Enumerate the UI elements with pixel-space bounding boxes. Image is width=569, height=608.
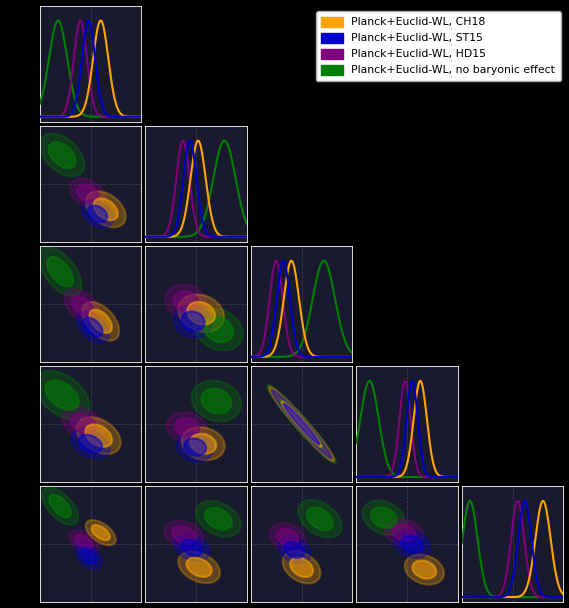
Ellipse shape	[174, 291, 199, 313]
Ellipse shape	[371, 507, 397, 528]
Ellipse shape	[272, 390, 331, 458]
Ellipse shape	[278, 537, 311, 563]
Ellipse shape	[75, 534, 92, 549]
Ellipse shape	[39, 247, 81, 296]
Ellipse shape	[175, 418, 199, 437]
Ellipse shape	[71, 414, 96, 434]
Ellipse shape	[35, 371, 90, 420]
Ellipse shape	[362, 500, 405, 535]
Ellipse shape	[92, 525, 110, 541]
Ellipse shape	[177, 433, 213, 461]
Ellipse shape	[82, 302, 119, 340]
Ellipse shape	[187, 558, 212, 577]
Ellipse shape	[164, 521, 204, 549]
Ellipse shape	[267, 385, 336, 463]
Ellipse shape	[49, 495, 71, 517]
Ellipse shape	[192, 381, 241, 421]
Ellipse shape	[190, 434, 216, 454]
Ellipse shape	[172, 527, 196, 544]
Ellipse shape	[205, 508, 232, 530]
Ellipse shape	[283, 551, 320, 584]
Ellipse shape	[63, 407, 104, 441]
Ellipse shape	[204, 317, 233, 342]
Ellipse shape	[85, 424, 112, 447]
Ellipse shape	[393, 524, 415, 541]
Ellipse shape	[64, 290, 101, 323]
Ellipse shape	[182, 427, 225, 460]
Ellipse shape	[174, 534, 210, 561]
Ellipse shape	[290, 558, 313, 577]
Ellipse shape	[283, 404, 320, 444]
Ellipse shape	[178, 551, 220, 583]
Ellipse shape	[71, 429, 110, 458]
Ellipse shape	[385, 519, 423, 547]
Ellipse shape	[271, 389, 332, 460]
Ellipse shape	[88, 206, 108, 223]
Ellipse shape	[307, 507, 333, 530]
Ellipse shape	[194, 308, 243, 350]
Ellipse shape	[40, 133, 84, 177]
Ellipse shape	[178, 294, 224, 332]
Ellipse shape	[76, 311, 109, 343]
Ellipse shape	[167, 412, 207, 443]
Ellipse shape	[187, 302, 215, 325]
Ellipse shape	[401, 536, 423, 553]
Ellipse shape	[94, 198, 118, 220]
Ellipse shape	[83, 317, 102, 337]
Ellipse shape	[80, 548, 97, 564]
Ellipse shape	[270, 523, 305, 551]
Ellipse shape	[201, 389, 232, 413]
Ellipse shape	[46, 381, 79, 410]
Ellipse shape	[75, 543, 102, 569]
Ellipse shape	[70, 179, 105, 208]
Ellipse shape	[42, 488, 78, 525]
Ellipse shape	[79, 435, 102, 453]
Ellipse shape	[182, 311, 205, 331]
Ellipse shape	[282, 401, 321, 447]
Ellipse shape	[77, 184, 98, 202]
Ellipse shape	[283, 402, 320, 446]
Ellipse shape	[413, 561, 436, 579]
Ellipse shape	[85, 520, 116, 545]
Ellipse shape	[394, 530, 430, 558]
Ellipse shape	[181, 539, 203, 556]
Ellipse shape	[277, 528, 298, 546]
Ellipse shape	[174, 305, 212, 337]
Ellipse shape	[86, 191, 126, 227]
Ellipse shape	[269, 387, 335, 461]
Ellipse shape	[196, 501, 241, 537]
Ellipse shape	[89, 309, 112, 333]
Legend: Planck+Euclid-WL, CH18, Planck+Euclid-WL, ST15, Planck+Euclid-WL, HD15, Planck+E: Planck+Euclid-WL, CH18, Planck+Euclid-WL…	[316, 12, 560, 81]
Ellipse shape	[82, 200, 113, 228]
Ellipse shape	[47, 257, 73, 286]
Ellipse shape	[72, 296, 93, 316]
Ellipse shape	[298, 500, 341, 538]
Ellipse shape	[69, 530, 98, 554]
Ellipse shape	[281, 400, 323, 448]
Ellipse shape	[77, 417, 121, 454]
Ellipse shape	[165, 284, 207, 319]
Ellipse shape	[405, 554, 444, 585]
Ellipse shape	[284, 542, 304, 558]
Ellipse shape	[48, 142, 76, 168]
Ellipse shape	[184, 438, 206, 456]
